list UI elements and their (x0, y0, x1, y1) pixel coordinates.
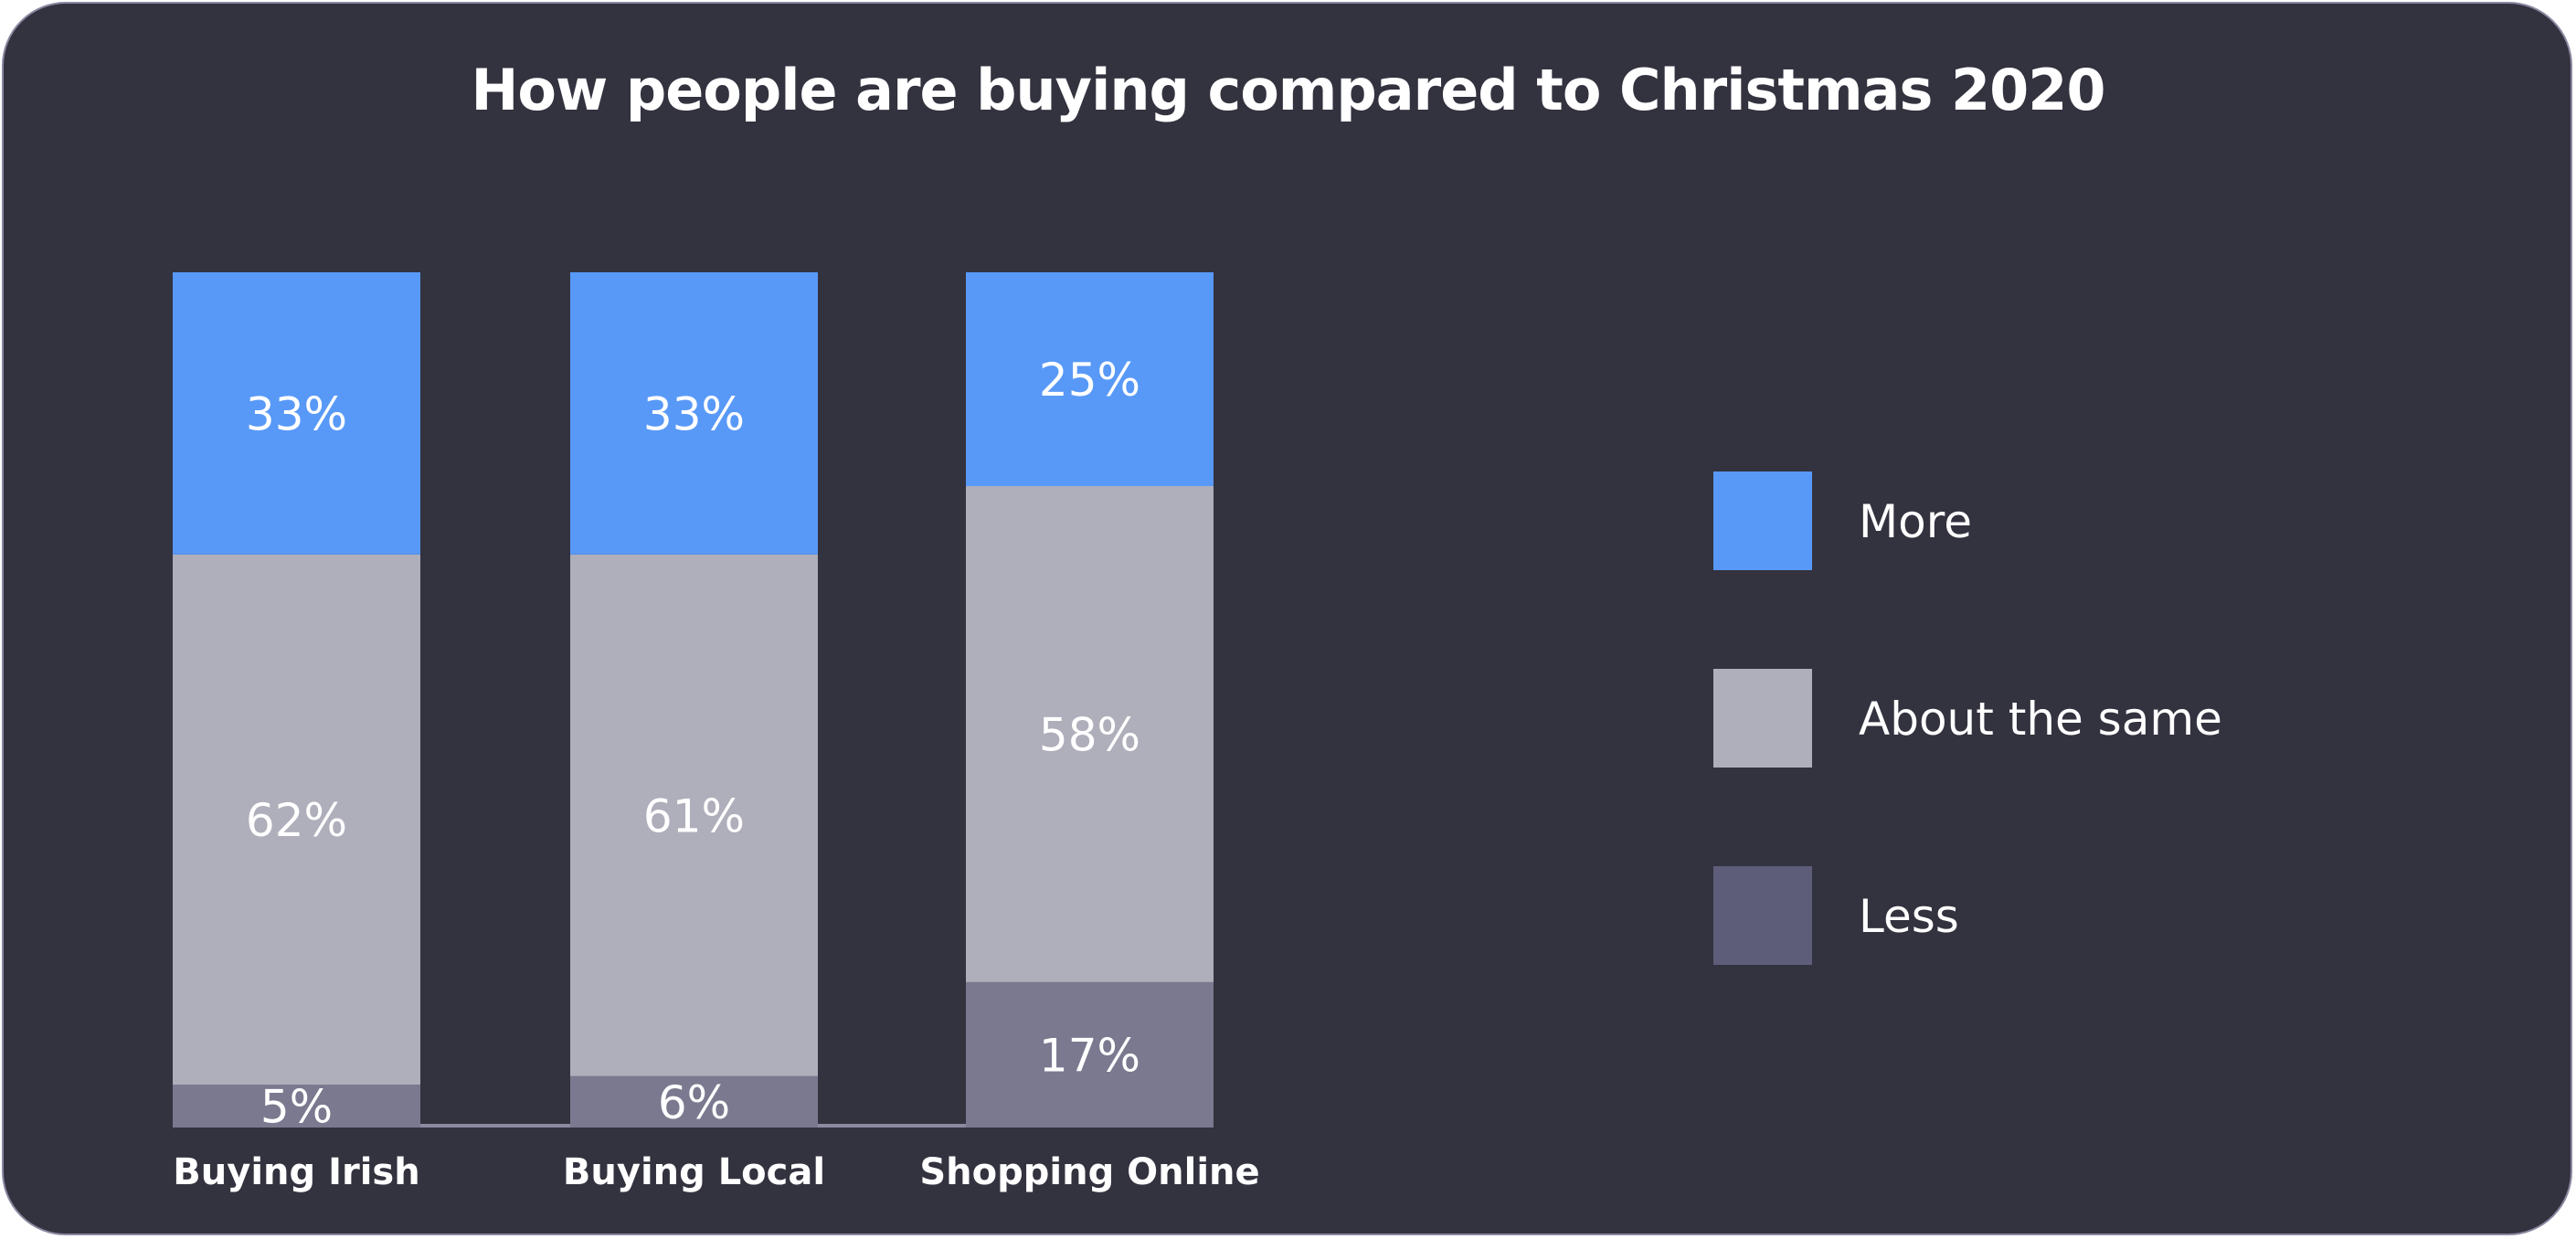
bar-segment-less (966, 981, 1214, 1128)
legend-label: Less (1859, 890, 1959, 943)
category-label: Shopping Online (919, 1151, 1259, 1193)
bar-segment-about-the-same (966, 486, 1214, 982)
bar-segment-about-the-same (173, 554, 420, 1085)
bar-segment-more (966, 272, 1214, 486)
data-label: 33% (643, 387, 745, 440)
bar-segment-about-the-same (570, 554, 818, 1076)
data-label: 61% (643, 789, 745, 842)
data-label: 6% (658, 1076, 730, 1129)
data-label: 62% (246, 794, 347, 847)
legend-label: More (1859, 495, 1972, 548)
chart-title: How people are buying compared to Christ… (471, 57, 2105, 123)
data-label: 33% (246, 387, 347, 440)
bar-segment-less (570, 1075, 818, 1128)
legend-swatch (1713, 669, 1812, 768)
legend-swatch (1713, 471, 1812, 570)
bar-segment-more (173, 272, 420, 555)
legend-label: About the same (1859, 693, 2222, 746)
category-label: Buying Local (563, 1151, 825, 1193)
data-label: 5% (260, 1081, 333, 1134)
category-label: Buying Irish (173, 1151, 419, 1193)
data-label: 58% (1039, 708, 1140, 761)
legend-swatch (1713, 866, 1812, 965)
bar-segment-less (173, 1085, 420, 1128)
bar-segment-more (570, 272, 818, 555)
data-label: 17% (1039, 1029, 1140, 1082)
data-label: 25% (1039, 354, 1140, 407)
